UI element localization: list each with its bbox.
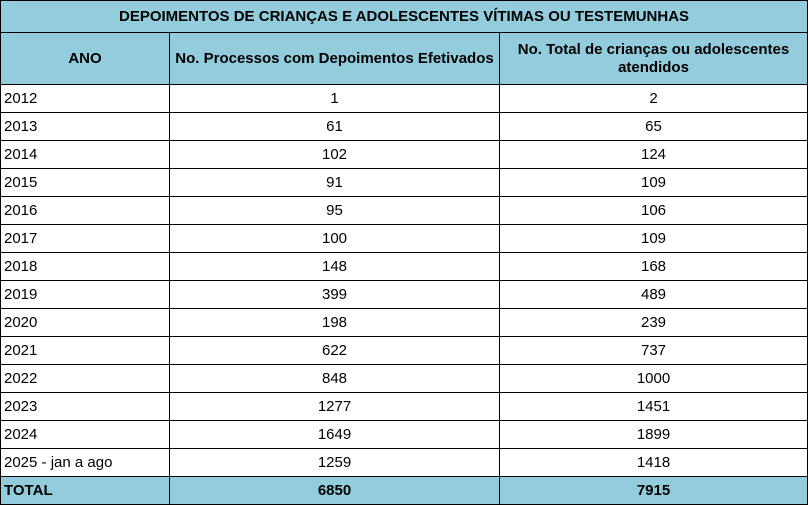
- year-cell: 2018: [0, 252, 170, 281]
- processes-cell: 61: [169, 112, 500, 141]
- table-row: 2022 848 1000: [0, 364, 808, 393]
- year-cell: 2020: [0, 308, 170, 337]
- processes-cell: 1649: [169, 420, 500, 449]
- attended-cell: 168: [498, 252, 808, 281]
- table-row: 2023 1277 1451: [0, 392, 808, 421]
- column-header-attended: No. Total de crianças ou adolescentes at…: [498, 32, 808, 85]
- total-row: TOTAL 6850 7915: [0, 476, 808, 505]
- year-cell: 2019: [0, 280, 170, 309]
- table-row: 2015 91 109: [0, 168, 808, 197]
- year-cell: 2023: [0, 392, 170, 421]
- year-cell: 2025 - jan a ago: [0, 448, 170, 477]
- processes-cell: 399: [169, 280, 500, 309]
- table-row: 2025 - jan a ago 1259 1418: [0, 448, 808, 477]
- table-row: 2014 102 124: [0, 140, 808, 169]
- processes-cell: 95: [169, 196, 500, 225]
- attended-cell: 1451: [498, 392, 808, 421]
- attended-cell: 737: [498, 336, 808, 365]
- year-cell: 2014: [0, 140, 170, 169]
- table-row: 2016 95 106: [0, 196, 808, 225]
- processes-cell: 198: [169, 308, 500, 337]
- attended-cell: 106: [498, 196, 808, 225]
- attended-cell: 239: [498, 308, 808, 337]
- processes-cell: 91: [169, 168, 500, 197]
- year-cell: 2013: [0, 112, 170, 141]
- year-cell: 2012: [0, 84, 170, 113]
- attended-cell: 1899: [498, 420, 808, 449]
- processes-cell: 1259: [169, 448, 500, 477]
- processes-cell: 848: [169, 364, 500, 393]
- processes-cell: 148: [169, 252, 500, 281]
- table-row: 2019 399 489: [0, 280, 808, 309]
- year-cell: 2022: [0, 364, 170, 393]
- year-cell: 2016: [0, 196, 170, 225]
- attended-cell: 65: [498, 112, 808, 141]
- year-cell: 2017: [0, 224, 170, 253]
- total-label: TOTAL: [0, 476, 170, 505]
- title-row: DEPOIMENTOS DE CRIANÇAS E ADOLESCENTES V…: [0, 0, 808, 33]
- column-header-processes: No. Processos com Depoimentos Efetivados: [169, 32, 500, 85]
- table-row: 2012 1 2: [0, 84, 808, 113]
- processes-cell: 102: [169, 140, 500, 169]
- attended-cell: 2: [498, 84, 808, 113]
- year-cell: 2024: [0, 420, 170, 449]
- table-row: 2017 100 109: [0, 224, 808, 253]
- table-row: 2013 61 65: [0, 112, 808, 141]
- year-cell: 2021: [0, 336, 170, 365]
- processes-cell: 1277: [169, 392, 500, 421]
- table-row: 2021 622 737: [0, 336, 808, 365]
- processes-cell: 1: [169, 84, 500, 113]
- table-row: 2018 148 168: [0, 252, 808, 281]
- table-row: 2024 1649 1899: [0, 420, 808, 449]
- table-title: DEPOIMENTOS DE CRIANÇAS E ADOLESCENTES V…: [0, 0, 808, 33]
- attended-cell: 1418: [498, 448, 808, 477]
- header-row: ANO No. Processos com Depoimentos Efetiv…: [0, 32, 808, 85]
- attended-cell: 109: [498, 168, 808, 197]
- table-row: 2020 198 239: [0, 308, 808, 337]
- attended-cell: 489: [498, 280, 808, 309]
- processes-cell: 100: [169, 224, 500, 253]
- column-header-year: ANO: [0, 32, 170, 85]
- attended-cell: 1000: [498, 364, 808, 393]
- year-cell: 2015: [0, 168, 170, 197]
- attended-cell: 109: [498, 224, 808, 253]
- processes-cell: 622: [169, 336, 500, 365]
- attended-cell: 124: [498, 140, 808, 169]
- total-attended: 7915: [498, 476, 808, 505]
- total-processes: 6850: [169, 476, 500, 505]
